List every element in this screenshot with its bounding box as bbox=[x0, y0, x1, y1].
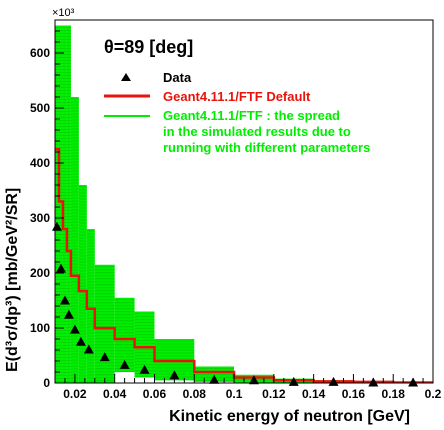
band-bin bbox=[134, 311, 155, 378]
band-hatch bbox=[70, 98, 79, 382]
data-point bbox=[83, 344, 94, 354]
legend-band-label-line3: running with different parameters bbox=[163, 140, 370, 155]
y-tick-label: 600 bbox=[30, 46, 50, 60]
y-tick-label: 500 bbox=[30, 101, 50, 115]
data-point bbox=[99, 352, 110, 362]
legend-default-label: Geant4.11.1/FTF Default bbox=[163, 89, 311, 104]
legend-band-label-line2: in the simulated results due to bbox=[163, 124, 351, 139]
data-point bbox=[139, 364, 150, 374]
data-point bbox=[169, 370, 180, 380]
x-tick-label: 0.04 bbox=[103, 387, 127, 401]
spread-band bbox=[55, 25, 433, 383]
y-axis: 0 100 200 300 400 500 600 bbox=[30, 30, 64, 390]
data-point bbox=[63, 309, 74, 319]
legend-data-marker bbox=[121, 73, 131, 81]
y-tick-label: 100 bbox=[30, 321, 50, 335]
legend-data-label: Data bbox=[163, 70, 192, 85]
band-hatch bbox=[78, 186, 87, 383]
x-tick-label: 0.14 bbox=[302, 387, 326, 401]
band-bin bbox=[78, 185, 87, 383]
x-tick-label: 0.1 bbox=[226, 387, 243, 401]
x-tick-label: 0.16 bbox=[342, 387, 366, 401]
x-axis-label: Kinetic energy of neutron [GeV] bbox=[169, 408, 410, 425]
y-multiplier: ×10³ bbox=[52, 7, 75, 19]
band-hatch bbox=[86, 230, 95, 382]
x-tick-label: 0.02 bbox=[63, 387, 87, 401]
data-point bbox=[69, 324, 80, 334]
data-point bbox=[119, 359, 130, 369]
x-tick-label: 0.06 bbox=[143, 387, 167, 401]
data-points bbox=[51, 221, 419, 387]
y-tick-label: 300 bbox=[30, 211, 50, 225]
band-bin bbox=[114, 297, 135, 372]
y-tick-label: 400 bbox=[30, 156, 50, 170]
angle-annotation: θ=89 [deg] bbox=[104, 37, 193, 57]
y-tick-label: 0 bbox=[43, 376, 50, 390]
x-tick-label: 0.2 bbox=[425, 387, 442, 401]
y-tick-label: 200 bbox=[30, 266, 50, 280]
x-tick-label: 0.12 bbox=[262, 387, 286, 401]
data-point bbox=[55, 263, 66, 273]
y-axis-label: E(d³σ/dp³) [mb/GeV²/SR] bbox=[4, 188, 21, 372]
data-point bbox=[75, 336, 86, 346]
x-tick-label: 0.18 bbox=[382, 387, 406, 401]
legend-band-label: Geant4.11.1/FTF : the spread bbox=[163, 108, 340, 123]
x-tick-label: 0.08 bbox=[183, 387, 207, 401]
legend: Data Geant4.11.1/FTF Default Geant4.11.1… bbox=[104, 70, 370, 155]
x-axis: 0.02 0.04 0.06 0.08 0.1 0.12 0.14 0.16 0.18 0.2 bbox=[54, 374, 442, 401]
data-point bbox=[59, 295, 70, 305]
